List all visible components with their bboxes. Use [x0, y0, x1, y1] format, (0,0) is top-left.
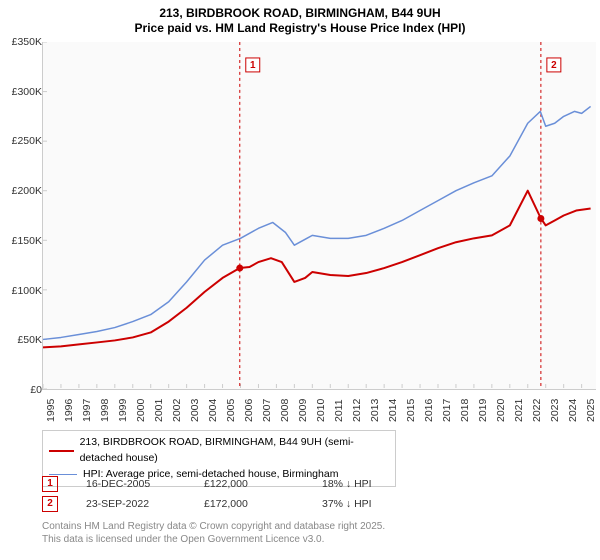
event-price: £172,000 — [204, 498, 294, 510]
line-chart: 12 — [42, 42, 596, 390]
attribution-line: This data is licensed under the Open Gov… — [42, 533, 385, 546]
x-tick-label: 2005 — [225, 399, 237, 422]
x-tick-label: 2000 — [135, 399, 147, 422]
x-tick-label: 1996 — [63, 399, 75, 422]
x-tick-label: 2008 — [279, 399, 291, 422]
x-tick-label: 2011 — [333, 399, 345, 422]
x-tick-label: 1995 — [45, 399, 57, 422]
event-pct: 37% ↓ HPI — [322, 498, 392, 510]
x-tick-label: 2023 — [549, 399, 561, 422]
x-tick-label: 2019 — [477, 399, 489, 422]
event-price: £122,000 — [204, 478, 294, 490]
x-tick-label: 2009 — [297, 399, 309, 422]
y-tick-label: £250K — [12, 135, 42, 147]
title-line-1: 213, BIRDBROOK ROAD, BIRMINGHAM, B44 9UH — [0, 6, 600, 21]
event-date: 16-DEC-2005 — [86, 478, 176, 490]
event-marker: 1 — [42, 476, 58, 492]
y-tick-label: £100K — [12, 285, 42, 297]
x-axis: 1995 1996 1997 1998 1999 2000 2001 2002 2003 2004… — [42, 392, 596, 432]
svg-text:1: 1 — [250, 60, 256, 71]
x-tick-label: 2015 — [405, 399, 417, 422]
series-hpi — [43, 106, 591, 339]
event-marker: 2 — [42, 496, 58, 512]
attribution-line: Contains HM Land Registry data © Crown c… — [42, 520, 385, 533]
y-tick-label: £50K — [17, 334, 42, 346]
x-tick-label: 2007 — [261, 399, 273, 422]
event-table: 1 16-DEC-2005 £122,000 18% ↓ HPI 2 23-SE… — [42, 474, 392, 514]
y-tick-label: £300K — [12, 86, 42, 98]
svg-text:2: 2 — [551, 60, 557, 71]
event-row: 2 23-SEP-2022 £172,000 37% ↓ HPI — [42, 494, 392, 514]
x-tick-label: 2017 — [441, 399, 453, 422]
x-tick-label: 2016 — [423, 399, 435, 422]
x-tick-label: 2002 — [171, 399, 183, 422]
x-tick-label: 1998 — [99, 399, 111, 422]
x-tick-label: 2021 — [513, 399, 525, 422]
x-tick-label: 2018 — [459, 399, 471, 422]
event-pct: 18% ↓ HPI — [322, 478, 392, 490]
x-tick-label: 2014 — [387, 399, 399, 422]
chart-title-block: 213, BIRDBROOK ROAD, BIRMINGHAM, B44 9UH… — [0, 0, 600, 36]
legend-swatch — [49, 450, 74, 452]
event-date: 23-SEP-2022 — [86, 498, 176, 510]
x-tick-label: 2003 — [189, 399, 201, 422]
legend-item: 213, BIRDBROOK ROAD, BIRMINGHAM, B44 9UH… — [49, 435, 389, 467]
x-tick-label: 2004 — [207, 399, 219, 422]
y-tick-label: £0 — [30, 384, 42, 396]
legend-label: 213, BIRDBROOK ROAD, BIRMINGHAM, B44 9UH… — [80, 435, 389, 467]
x-tick-label: 2001 — [153, 399, 165, 422]
attribution: Contains HM Land Registry data © Crown c… — [42, 520, 385, 546]
x-tick-label: 2020 — [495, 399, 507, 422]
x-tick-label: 2024 — [567, 399, 579, 422]
x-tick-label: 2012 — [351, 399, 363, 422]
title-line-2: Price paid vs. HM Land Registry's House … — [0, 21, 600, 36]
chart-area: 12 — [42, 42, 596, 390]
x-tick-label: 1999 — [117, 399, 129, 422]
y-tick-label: £150K — [12, 235, 42, 247]
event-row: 1 16-DEC-2005 £122,000 18% ↓ HPI — [42, 474, 392, 494]
x-tick-label: 2013 — [369, 399, 381, 422]
x-tick-label: 1997 — [81, 399, 93, 422]
y-tick-label: £200K — [12, 185, 42, 197]
x-tick-label: 2025 — [585, 399, 597, 422]
x-tick-label: 2006 — [243, 399, 255, 422]
x-tick-label: 2010 — [315, 399, 327, 422]
x-tick-label: 2022 — [531, 399, 543, 422]
y-tick-label: £350K — [12, 36, 42, 48]
